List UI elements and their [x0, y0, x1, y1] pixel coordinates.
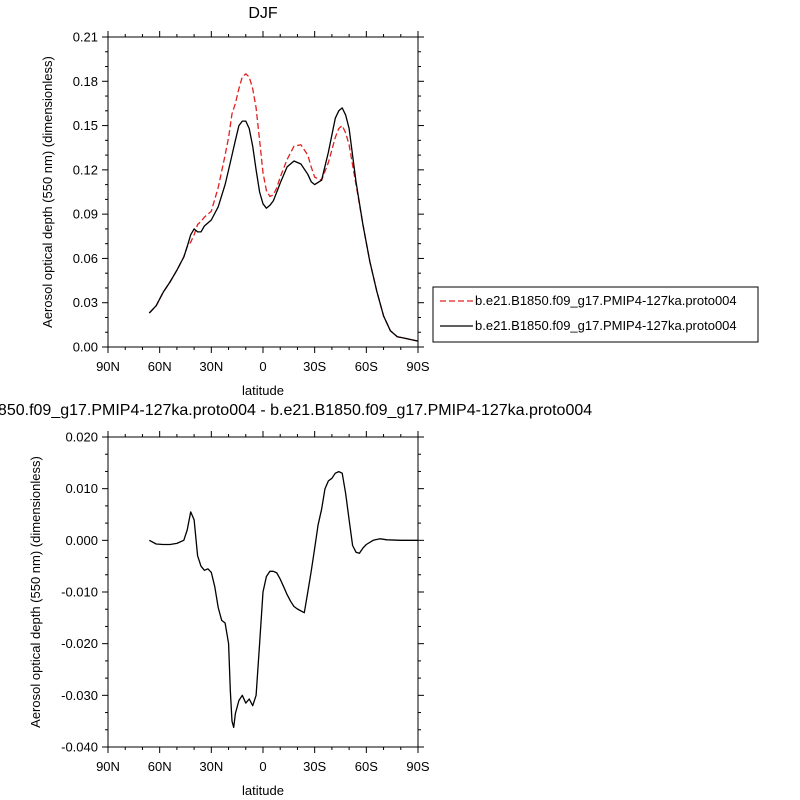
y-axis: -0.040 -0.030 -0.020 -0.010 0.000 0.010 0.020	[61, 430, 424, 755]
y-tick-label: -0.020	[61, 636, 98, 651]
x-axis-title: latitude	[242, 783, 284, 798]
y-tick-label: 0.00	[73, 340, 98, 355]
series-line-1	[148, 73, 419, 342]
series-group	[148, 73, 419, 342]
legend-entry-1: b.e21.B1850.f09_g17.PMIP4-127ka.proto004	[475, 293, 737, 308]
y-tick-label: 0.12	[73, 162, 98, 177]
y-tick-label: 0.15	[73, 118, 98, 133]
y-tick-label: -0.010	[61, 585, 98, 600]
x-tick-label: 30N	[199, 759, 223, 774]
x-axis-title: latitude	[242, 383, 284, 398]
x-tick-label: 30S	[303, 359, 326, 374]
x-tick-label: 0	[259, 759, 266, 774]
x-tick-label: 60N	[148, 359, 172, 374]
y-tick-label: -0.030	[61, 688, 98, 703]
y-tick-label: 0.000	[65, 533, 98, 548]
chart-title: DJF	[248, 5, 278, 22]
y-tick-label: 0.21	[73, 30, 98, 45]
legend: b.e21.B1850.f09_g17.PMIP4-127ka.proto004…	[432, 286, 759, 343]
x-tick-label: 30S	[303, 759, 326, 774]
y-axis: 0.00 0.03 0.06 0.09 0.12 0.15 0.18 0.21	[73, 30, 424, 355]
x-tick-label: 90S	[406, 759, 429, 774]
x-tick-label: 30N	[199, 359, 223, 374]
y-tick-label: 0.020	[65, 430, 98, 445]
y-tick-label: 0.09	[73, 207, 98, 222]
x-tick-label: 60N	[148, 759, 172, 774]
y-tick-label: 0.010	[65, 481, 98, 496]
y-tick-label: -0.040	[61, 740, 98, 755]
series-line-2	[148, 107, 419, 342]
x-axis: 90N 60N 30N 0 30S 60S 90S	[96, 431, 430, 774]
y-tick-label: 0.03	[73, 295, 98, 310]
x-tick-label: 60S	[355, 759, 378, 774]
panel-aod-difference: b.e21.B1850.f09_g17.PMIP4-127ka.proto004…	[0, 402, 592, 798]
y-tick-label: 0.18	[73, 74, 98, 89]
x-tick-label: 90S	[406, 359, 429, 374]
chart-title: b.e21.B1850.f09_g17.PMIP4-127ka.proto004…	[0, 402, 592, 419]
legend-box	[432, 286, 759, 343]
series-line-1	[148, 470, 418, 729]
x-axis: 90N 60N 30N 0 30S 60S 90S	[96, 31, 430, 374]
series-group	[148, 470, 418, 729]
legend-entry-2: b.e21.B1850.f09_g17.PMIP4-127ka.proto004	[475, 318, 737, 333]
x-tick-label: 90N	[96, 759, 120, 774]
y-axis-title: Aerosol optical depth (550 nm) (dimensio…	[28, 456, 43, 728]
x-tick-label: 90N	[96, 359, 120, 374]
x-tick-label: 60S	[355, 359, 378, 374]
plot-frame	[107, 36, 419, 348]
x-tick-label: 0	[259, 359, 266, 374]
panel-aod-djf: DJF 90N 60N 30N 0 30S 60S 90S 0.00 0.03 0.06 0.09…	[40, 5, 759, 398]
y-tick-label: 0.06	[73, 251, 98, 266]
y-axis-title: Aerosol optical depth (550 nm) (dimensio…	[40, 56, 55, 328]
